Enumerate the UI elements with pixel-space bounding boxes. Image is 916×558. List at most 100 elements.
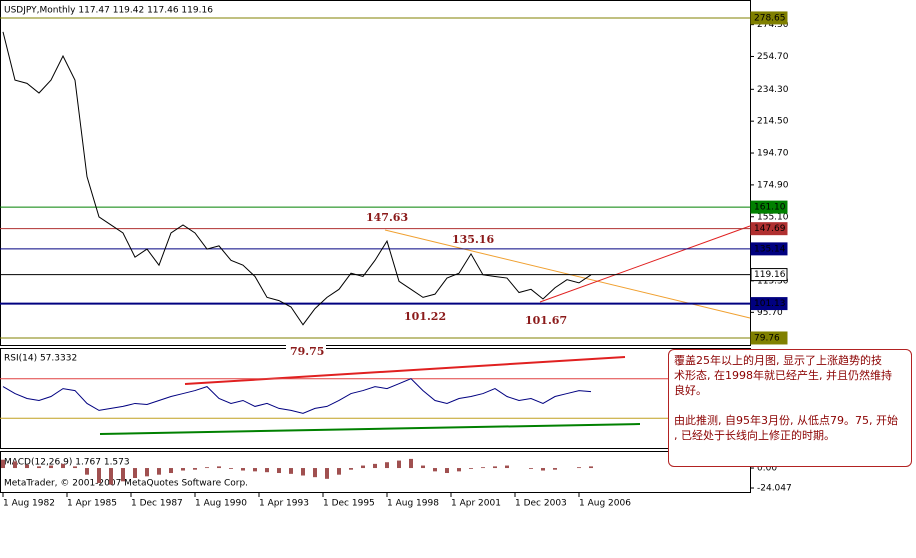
- histogram-bar: [385, 462, 389, 469]
- histogram-bar: [121, 468, 125, 482]
- trend-line: [99, 423, 641, 435]
- histogram-bar: [349, 468, 353, 470]
- level-label: 79.76: [754, 333, 780, 343]
- histogram-bar: [433, 468, 437, 472]
- histogram-bar: [529, 468, 533, 469]
- histogram-bar: [373, 463, 377, 469]
- x-tick-label: 1 Aug 1998: [387, 499, 439, 509]
- macd-panel: [0, 451, 751, 493]
- histogram-bar: [289, 468, 293, 474]
- histogram-bar: [25, 464, 29, 469]
- annotation-bg: [286, 345, 326, 358]
- histogram-bar: [493, 466, 497, 469]
- histogram-bar: [589, 466, 593, 469]
- level-label: 101.13: [754, 299, 786, 309]
- histogram-bar: [553, 468, 557, 470]
- level-box: [750, 200, 788, 214]
- x-tick-label: 1 Dec 1987: [131, 499, 183, 509]
- histogram-bar: [109, 468, 113, 485]
- note-line: , 已经处于长线向上修正的时期。: [674, 429, 835, 442]
- histogram-bar: [145, 468, 149, 477]
- main-panel: [0, 0, 751, 346]
- level-label: 147.69: [754, 224, 786, 234]
- histogram-bar: [37, 466, 41, 469]
- histogram-bar: [457, 468, 461, 472]
- level-box: [750, 242, 788, 256]
- trend-line: [384, 229, 751, 319]
- histogram-bar: [49, 465, 53, 469]
- price-line: [2, 31, 592, 326]
- x-tick-label: 1 Apr 2001: [451, 499, 501, 509]
- x-tick-label: 1 Dec 1995: [323, 499, 375, 509]
- histogram-bar: [169, 468, 173, 474]
- histogram-bar: [181, 468, 185, 471]
- histogram-bar: [205, 467, 209, 469]
- histogram-bar: [193, 468, 197, 470]
- y-tick-label: 155.10: [757, 212, 789, 222]
- histogram-bar: [325, 468, 329, 479]
- note-gap: [674, 398, 906, 413]
- annotation: 79.75: [290, 345, 324, 358]
- histogram-bar: [469, 468, 473, 469]
- y-tick-label: 274.50: [757, 20, 789, 30]
- y-tick-label: 234.30: [757, 85, 789, 95]
- histogram-bar: [505, 465, 509, 469]
- note-line: 术形态, 在1998年就已经产生, 并且仍然维持: [674, 369, 892, 382]
- y-tick-label: 174.90: [757, 180, 789, 190]
- y-tick-label: 214.50: [757, 117, 789, 127]
- x-tick-label: 1 Aug 1990: [195, 499, 247, 509]
- histogram-bar: [61, 463, 65, 469]
- histogram-bar: [397, 460, 401, 469]
- histogram-bar: [361, 465, 365, 469]
- annotation: 101.67: [525, 314, 567, 327]
- rsi-title: RSI(14) 57.3332: [4, 354, 77, 364]
- annotation-box: 覆盖25年以上的月图, 显示了上涨趋势的技 术形态, 在1998年就已经产生, …: [668, 349, 912, 467]
- histogram-bar: [481, 467, 485, 469]
- x-tick-label: 1 Aug 1982: [3, 499, 55, 509]
- y-tick-label: -24.047: [757, 484, 792, 494]
- histogram-bar: [409, 458, 413, 469]
- annotation: 101.22: [404, 310, 446, 323]
- histogram-bar: [85, 468, 89, 475]
- histogram-bar: [337, 468, 341, 475]
- histogram-bar: [277, 468, 281, 474]
- note-line: 由此推测, 自95年3月份, 从低点79。75, 开始: [674, 414, 898, 427]
- y-tick-label: 0.00: [757, 464, 777, 474]
- level-label: 278.65: [754, 13, 786, 23]
- histogram-bar: [157, 468, 161, 475]
- histogram-bar: [541, 468, 545, 471]
- level-box: [750, 222, 788, 236]
- x-tick-label: 1 Apr 1985: [67, 499, 117, 509]
- y-tick-label: 254.70: [757, 52, 789, 62]
- histogram-bar: [265, 468, 269, 473]
- chart-title: USDJPY,Monthly 117.47 119.42 117.46 119.…: [4, 6, 213, 16]
- annotation: 135.16: [452, 233, 494, 246]
- annotation: 147.63: [366, 211, 408, 224]
- level-box: [750, 331, 788, 345]
- histogram-bar: [229, 468, 233, 469]
- histogram-bar: [421, 465, 425, 469]
- x-tick-label: 1 Aug 2006: [579, 499, 631, 509]
- level-box: [750, 11, 788, 25]
- level-label: 161.10: [754, 203, 786, 213]
- footer: MetaTrader, © 2001-2007 MetaQuotes Softw…: [4, 479, 248, 489]
- level-label: 119.16: [754, 270, 786, 280]
- histogram-bar: [241, 468, 245, 471]
- histogram-bar: [253, 468, 257, 472]
- note-line: 覆盖25年以上的月图, 显示了上涨趋势的技: [674, 354, 882, 367]
- macd-title: MACD(12,26,9) 1.767 1.573: [4, 458, 130, 468]
- histogram-bar: [13, 461, 17, 469]
- level-box: [750, 297, 788, 311]
- histogram-bar: [577, 467, 581, 469]
- histogram-bar: [217, 466, 221, 469]
- histogram-bar: [133, 468, 137, 478]
- y-tick-label: 115.30: [757, 276, 789, 286]
- price-line: [2, 378, 592, 414]
- histogram-bar: [1, 459, 5, 469]
- histogram-bar: [301, 468, 305, 476]
- y-tick-label: 194.70: [757, 149, 789, 159]
- level-label: 135.14: [754, 244, 786, 254]
- histogram-bar: [73, 466, 77, 469]
